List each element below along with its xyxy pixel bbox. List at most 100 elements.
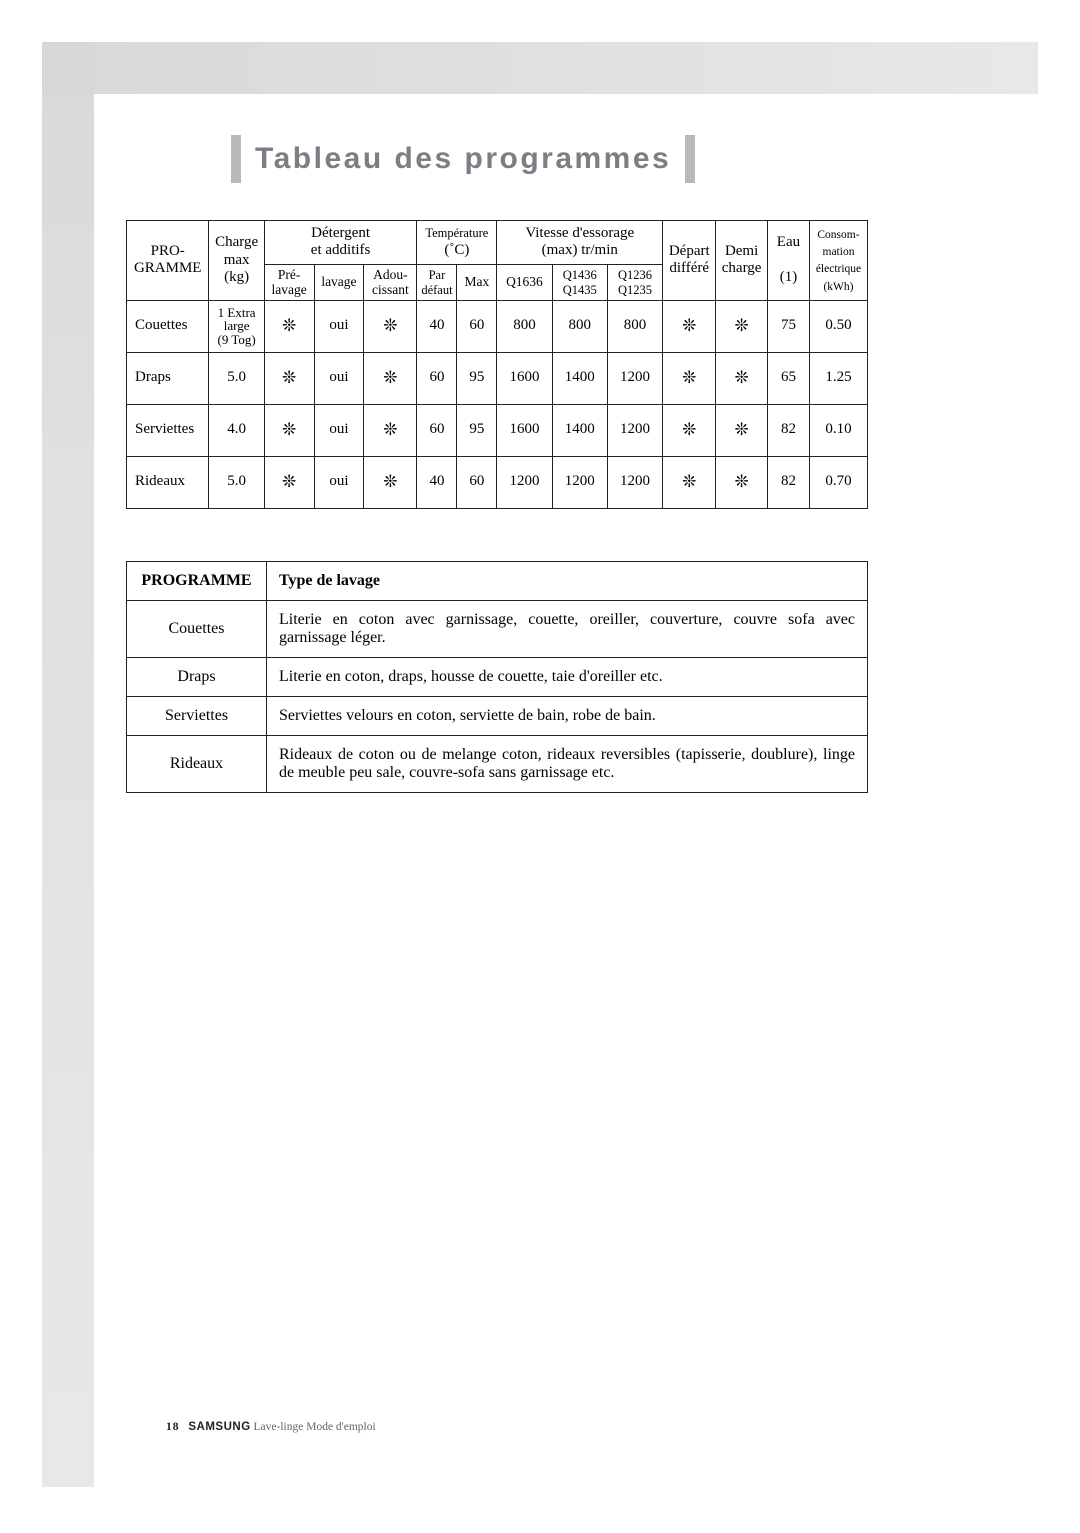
desc-text: Serviettes velours en coton, serviette d… (267, 696, 868, 735)
cell-dep: ❊ (663, 404, 716, 456)
th-eau-l1: Eau (777, 234, 800, 250)
th-q1436-l2: Q1435 (563, 283, 597, 297)
cell-adou: ❊ (364, 352, 417, 404)
table-row: Rideaux Rideaux de coton ou de melange c… (127, 735, 868, 792)
th-lavage: lavage (314, 264, 364, 300)
th-vitesse: Vitesse d'essorage (max) tr/min (497, 221, 663, 265)
th-desc-type: Type de lavage (267, 561, 868, 600)
side-bar (42, 42, 94, 1487)
th-temp-l1: Température (425, 226, 488, 240)
cell-adou: ❊ (364, 456, 417, 508)
desc-name: Draps (127, 657, 267, 696)
cell-charge: 1 Extra large (9 Tog) (209, 300, 264, 352)
cell-v3: 800 (607, 300, 662, 352)
th-detergent: Détergent et additifs (264, 221, 417, 265)
cell-tmax: 60 (457, 300, 497, 352)
cell-lav: oui (314, 404, 364, 456)
th-demi-l1: Demi (725, 243, 758, 259)
th-detergent-l2: et additifs (311, 242, 371, 258)
page-number: 18 (166, 1421, 180, 1433)
th-depart-l2: différé (669, 260, 709, 276)
cell-pre: ❊ (264, 352, 314, 404)
th-depart: Départ différé (663, 221, 716, 301)
cell-pre: ❊ (264, 404, 314, 456)
th-eau-l2: (1) (780, 269, 798, 285)
cell-v2: 1400 (552, 404, 607, 456)
th-par-l2: défaut (421, 283, 452, 297)
cell-v2: 1400 (552, 352, 607, 404)
cell-eau: 65 (767, 352, 809, 404)
cell-eau: 82 (767, 456, 809, 508)
content-area: PRO- GRAMME Charge max (kg) Détergent et… (126, 220, 868, 793)
th-demi-l2: charge (722, 260, 762, 276)
th-programme-l2: GRAMME (134, 260, 202, 276)
th-depart-l1: Départ (669, 243, 710, 259)
charge-l3: (9 Tog) (217, 332, 255, 347)
cell-kwh: 1.25 (809, 352, 867, 404)
th-q1436-l1: Q1436 (563, 268, 597, 282)
th-desc-programme: PROGRAMME (127, 561, 267, 600)
th-charge-l3: (kg) (224, 269, 249, 285)
desc-text: Literie en coton avec garnissage, couett… (267, 600, 868, 657)
th-consom-l2: mation (823, 246, 855, 258)
cell-tdef: 60 (417, 352, 457, 404)
cell-eau: 82 (767, 404, 809, 456)
th-programme: PRO- GRAMME (127, 221, 209, 301)
cell-pre: ❊ (264, 456, 314, 508)
cell-demi: ❊ (716, 456, 768, 508)
cell-v2: 800 (552, 300, 607, 352)
th-vitesse-l2: (max) tr/min (542, 242, 618, 258)
th-detergent-l1: Détergent (311, 225, 370, 241)
th-charge-l2: max (224, 252, 250, 268)
cell-lav: oui (314, 456, 364, 508)
cell-charge: 4.0 (209, 404, 264, 456)
cell-dep: ❊ (663, 456, 716, 508)
th-charge-l1: Charge (215, 234, 258, 250)
table-row: Couettes 1 Extra large (9 Tog) ❊ oui ❊ 4… (127, 300, 868, 352)
th-q1236: Q1236 Q1235 (607, 264, 662, 300)
cell-v3: 1200 (607, 404, 662, 456)
th-par: Par défaut (417, 264, 457, 300)
th-temp-l2: (˚C) (444, 242, 469, 258)
th-max: Max (457, 264, 497, 300)
th-charge: Charge max (kg) (209, 221, 264, 301)
table-row: Couettes Literie en coton avec garnissag… (127, 600, 868, 657)
th-q1236-l1: Q1236 (618, 268, 652, 282)
corner-block (42, 42, 94, 94)
cell-dep: ❊ (663, 300, 716, 352)
footer-text: Lave-linge Mode d'emploi (254, 1421, 376, 1433)
cell-lav: oui (314, 300, 364, 352)
desc-name: Serviettes (127, 696, 267, 735)
th-consom-l1: Consom- (817, 229, 859, 241)
cell-v2: 1200 (552, 456, 607, 508)
program-table: PRO- GRAMME Charge max (kg) Détergent et… (126, 220, 868, 509)
th-par-l1: Par (429, 268, 446, 282)
cell-charge: 5.0 (209, 456, 264, 508)
th-pre-l1: Pré- (278, 267, 301, 282)
table-row: Rideaux 5.0 ❊ oui ❊ 40 60 1200 1200 1200… (127, 456, 868, 508)
cell-v1: 800 (497, 300, 552, 352)
cell-v3: 1200 (607, 352, 662, 404)
title-right-accent (685, 135, 695, 183)
cell-adou: ❊ (364, 404, 417, 456)
th-pre-l2: lavage (272, 282, 307, 297)
cell-eau: 75 (767, 300, 809, 352)
cell-demi: ❊ (716, 404, 768, 456)
page-title-wrap: Tableau des programmes (231, 135, 695, 183)
title-left-accent (231, 135, 241, 183)
desc-name: Rideaux (127, 735, 267, 792)
th-programme-l1: PRO- (151, 243, 185, 259)
cell-kwh: 0.10 (809, 404, 867, 456)
cell-pre: ❊ (264, 300, 314, 352)
th-vitesse-l1: Vitesse d'essorage (525, 225, 634, 241)
cell-name: Serviettes (127, 404, 209, 456)
cell-name: Couettes (127, 300, 209, 352)
page-footer: 18 SAMSUNG Lave-linge Mode d'emploi (166, 1421, 376, 1433)
cell-demi: ❊ (716, 300, 768, 352)
cell-lav: oui (314, 352, 364, 404)
th-eau: Eau (1) (767, 221, 809, 301)
cell-v1: 1600 (497, 352, 552, 404)
table-row: Serviettes 4.0 ❊ oui ❊ 60 95 1600 1400 1… (127, 404, 868, 456)
desc-text: Rideaux de coton ou de melange coton, ri… (267, 735, 868, 792)
footer-brand: SAMSUNG (188, 1421, 250, 1433)
